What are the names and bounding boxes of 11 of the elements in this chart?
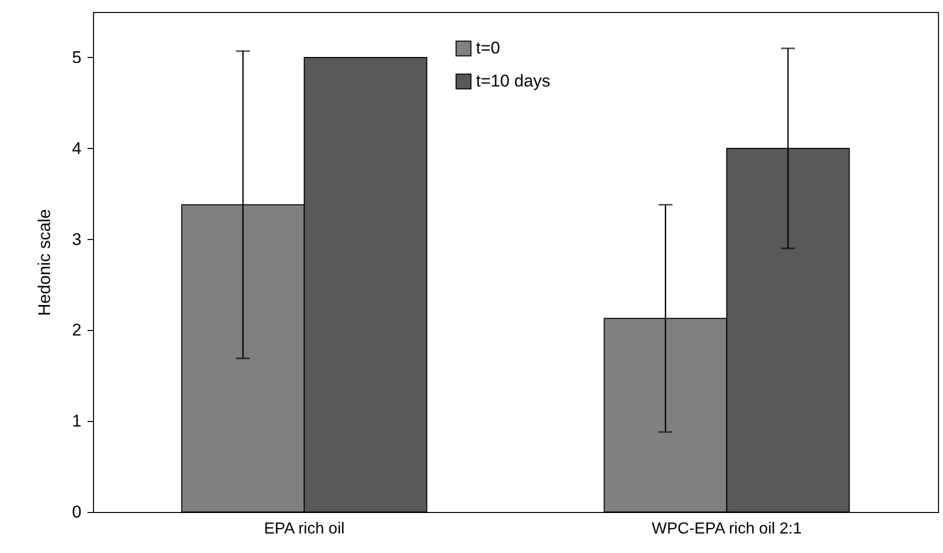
x-tick-label: WPC-EPA rich oil 2:1 xyxy=(652,520,802,538)
y-tick-label: 0 xyxy=(72,502,82,522)
legend-label: t=0 xyxy=(476,38,500,58)
y-tick-label: 2 xyxy=(72,320,82,340)
y-tick-label: 1 xyxy=(72,412,82,431)
legend-label: t=10 days xyxy=(476,72,550,90)
x-tick-label: EPA rich oil xyxy=(264,520,345,538)
y-tick-label: 3 xyxy=(72,230,82,249)
y-tick-label: 5 xyxy=(72,48,82,67)
y-tick-label: 4 xyxy=(72,138,82,158)
y-axis-title: Hedonic scale xyxy=(35,209,54,316)
